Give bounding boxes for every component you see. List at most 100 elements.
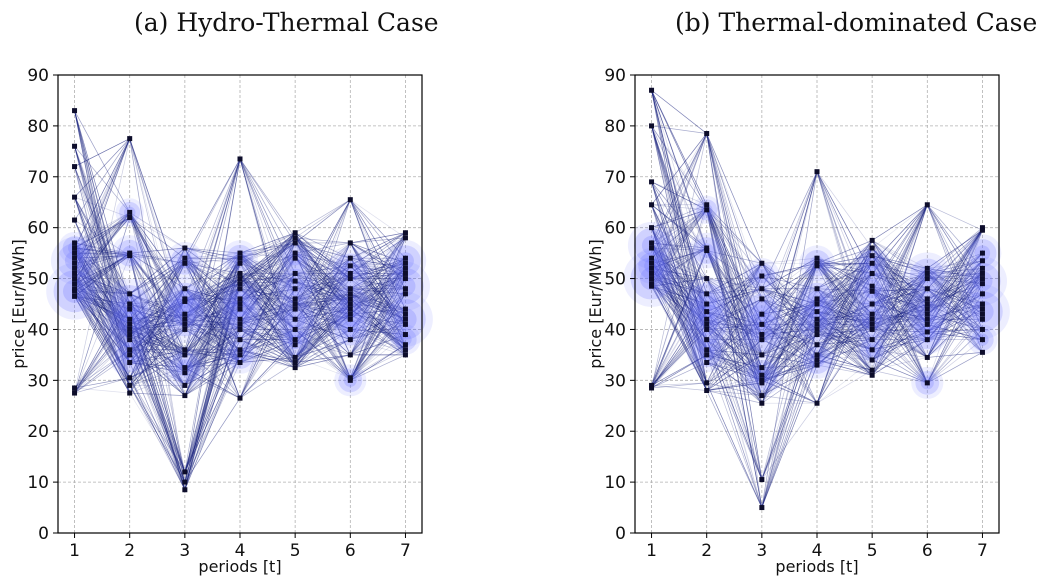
tree-edge <box>184 354 241 363</box>
tree-edge <box>651 204 707 274</box>
tree-edge <box>871 262 928 300</box>
tree-edge <box>184 283 241 396</box>
tree-edge <box>927 227 983 274</box>
tree-node <box>869 337 875 343</box>
tree-edge <box>129 252 186 325</box>
tree-edge <box>74 252 130 305</box>
tree-edge <box>761 257 818 325</box>
tree-edge <box>129 334 185 356</box>
tree-edge <box>761 319 818 368</box>
tree-edge <box>350 288 406 310</box>
tree-node <box>814 255 820 261</box>
tree-edge <box>129 385 186 490</box>
tree-edge <box>651 125 708 363</box>
tree-edge <box>74 212 130 269</box>
tree-edge <box>184 257 241 325</box>
tree-edge <box>706 133 763 325</box>
tree-node <box>182 286 188 292</box>
tree-edge <box>239 288 296 300</box>
tree-node <box>924 301 930 307</box>
y-tick-label: 20 <box>27 422 49 442</box>
tree-edge <box>816 298 873 340</box>
tree-edge <box>927 204 983 269</box>
tree-edge <box>295 303 351 330</box>
tree-node <box>182 298 188 304</box>
tree-edge <box>184 247 241 254</box>
tree-edge <box>761 374 818 404</box>
tree-edge <box>706 204 763 277</box>
tree-node <box>924 321 930 327</box>
tree-edge <box>706 133 763 355</box>
tree-edge <box>816 262 873 290</box>
tree-edge <box>74 242 131 363</box>
tree-edge <box>349 199 406 350</box>
tree-edge <box>816 324 873 330</box>
tree-edge <box>129 308 186 473</box>
tree-edge <box>129 138 186 315</box>
tree-edge <box>761 324 818 361</box>
tree-edge <box>872 273 928 292</box>
tree-edge <box>872 278 928 287</box>
tree-edge <box>927 268 983 300</box>
tree-edge <box>706 209 763 325</box>
node-bubble-halo <box>633 247 670 284</box>
tree-edge <box>74 252 130 290</box>
tree-node <box>347 377 353 383</box>
tree-edge <box>871 204 928 287</box>
tree-edge <box>761 258 818 508</box>
tree-edge <box>184 324 241 490</box>
tree-node <box>869 301 875 307</box>
tree-edge <box>295 313 351 330</box>
y-tick-label: 90 <box>27 66 49 86</box>
tree-edge <box>184 262 241 290</box>
tree-edge <box>129 293 186 373</box>
tree-edge <box>294 313 351 358</box>
tree-node <box>292 326 298 332</box>
tree-node <box>649 276 655 282</box>
tree-edge <box>184 247 241 399</box>
tree-node <box>292 250 298 256</box>
tree-edge <box>816 257 873 315</box>
node-bubble <box>387 267 424 305</box>
tree-edge <box>706 247 763 404</box>
tree-edge <box>871 303 928 361</box>
tree-edge <box>706 209 763 508</box>
tree-edge <box>294 257 351 320</box>
tree-node <box>649 270 655 276</box>
tree-edge <box>927 227 983 289</box>
tree-edge <box>184 349 241 483</box>
tree-edge <box>295 298 351 315</box>
tree-edge <box>74 138 131 292</box>
tree-edge <box>706 382 763 508</box>
tree-edge <box>74 197 131 386</box>
tree-edge <box>74 166 131 394</box>
tree-edge <box>239 252 296 325</box>
tree-edge <box>184 252 241 302</box>
tree-edge <box>184 257 241 330</box>
tree-edge <box>706 339 763 384</box>
tree-edge <box>871 204 928 320</box>
tree-edge <box>294 278 351 358</box>
tree-edge <box>184 318 241 330</box>
node-bubble <box>907 292 947 332</box>
tree-node <box>127 316 133 322</box>
tree-node <box>704 131 710 137</box>
tree-node <box>704 245 710 251</box>
tree-edge <box>184 298 241 373</box>
tree-edge <box>927 273 983 320</box>
tree-edge <box>239 288 296 340</box>
tree-edge <box>706 133 763 404</box>
tree-edge <box>294 252 351 378</box>
tree-node <box>237 306 243 312</box>
tree-edge <box>239 280 296 310</box>
tree-edge <box>927 273 983 315</box>
tree-node <box>127 136 133 142</box>
tree-edge <box>761 171 818 325</box>
tree-node <box>127 337 133 343</box>
tree-edge <box>74 252 131 350</box>
tree-edge <box>871 303 928 376</box>
tree-edge <box>239 252 296 320</box>
tree-edge <box>706 362 762 381</box>
tree-edge <box>295 298 351 305</box>
tree-edge <box>74 138 131 259</box>
